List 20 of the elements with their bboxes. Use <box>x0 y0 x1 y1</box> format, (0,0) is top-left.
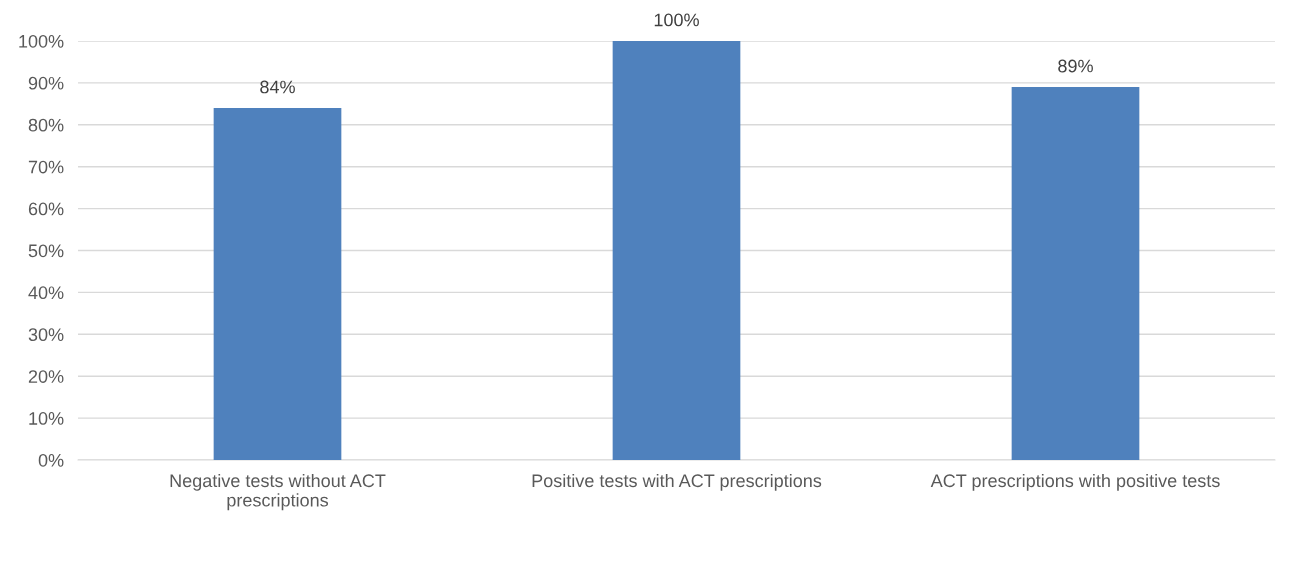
y-tick-label: 100% <box>19 34 64 48</box>
data-label: 100% <box>654 13 699 27</box>
data-label: 84% <box>260 80 295 94</box>
y-tick-label: 60% <box>28 202 64 216</box>
y-tick-label: 20% <box>28 370 64 383</box>
x-tick-label: Negative tests without ACT prescriptions <box>170 473 386 511</box>
y-tick-label: 90% <box>28 76 64 90</box>
bar <box>1011 87 1140 460</box>
x-tick-label: Positive tests with ACT prescriptions <box>532 473 822 491</box>
y-tick-label: 40% <box>28 286 64 300</box>
bar <box>213 108 342 460</box>
y-tick-label: 80% <box>28 118 64 132</box>
y-tick-label: 0% <box>38 453 64 467</box>
y-tick-label: 10% <box>29 412 64 425</box>
y-tick-label: 50% <box>28 244 64 258</box>
data-label: 89% <box>1058 59 1093 73</box>
y-tick-label: 30% <box>28 328 64 342</box>
y-tick-label: 70% <box>28 160 64 174</box>
bar <box>612 41 741 460</box>
x-tick-label: ACT prescriptions with positive tests <box>930 473 1220 491</box>
